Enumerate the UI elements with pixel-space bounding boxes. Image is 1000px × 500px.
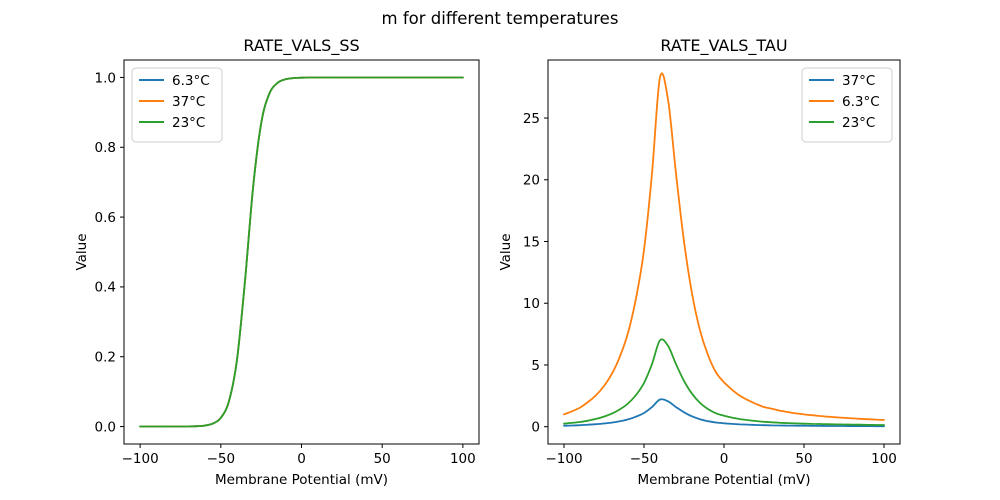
series-line-23C	[139, 76, 464, 428]
legend-label: 23°C	[842, 115, 875, 131]
legend-box	[131, 67, 223, 143]
legend-label: 37°C	[842, 73, 875, 89]
legend: 6.3°C 37°C 23°C	[131, 67, 223, 143]
y-tick-label: 0.4	[95, 280, 116, 296]
series-line-23C	[563, 338, 885, 426]
figure-suptitle: m for different temperatures	[381, 9, 619, 28]
x-axis-label: Membrane Potential (mV)	[637, 472, 810, 488]
legend-label: 6.3°C	[842, 94, 880, 110]
y-axis-label: Value	[74, 233, 90, 270]
legend: 37°C 6.3°C 23°C	[801, 67, 893, 143]
series-line-37C	[563, 398, 885, 428]
x-tick-label: −50	[630, 451, 659, 467]
y-tick-label: 0.0	[95, 419, 116, 435]
legend-label: 6.3°C	[172, 73, 210, 89]
x-tick-label: −100	[122, 451, 159, 467]
series-line-6.3C	[563, 72, 885, 421]
x-tick-label: 100	[450, 451, 476, 467]
x-tick-label: 50	[374, 451, 391, 467]
chart-title: RATE_VALS_SS	[243, 36, 359, 56]
y-tick-label: 0	[531, 420, 540, 436]
y-tick-label: 0.8	[95, 140, 116, 156]
y-tick-label: 0.2	[95, 350, 116, 366]
legend-box	[801, 67, 893, 143]
x-tick-label: 0	[297, 451, 306, 467]
y-tick-label: 5	[531, 358, 540, 374]
x-tick-label: −100	[545, 451, 582, 467]
legend-label: 23°C	[172, 115, 205, 131]
x-axis-label: Membrane Potential (mV)	[215, 472, 388, 488]
x-tick-label: 100	[871, 451, 897, 467]
y-tick-label: 15	[523, 234, 540, 250]
x-tick-label: −50	[207, 451, 236, 467]
x-tick-label: 50	[795, 451, 812, 467]
legend-label: 37°C	[172, 94, 205, 110]
y-tick-label: 1.0	[95, 70, 116, 86]
y-tick-label: 0.6	[95, 210, 116, 226]
chart-title: RATE_VALS_TAU	[660, 36, 787, 56]
y-tick-label: 20	[523, 173, 540, 189]
y-tick-label: 10	[523, 296, 540, 312]
y-tick-label: 25	[523, 111, 540, 127]
y-axis-label: Value	[498, 233, 514, 270]
x-tick-label: 0	[720, 451, 729, 467]
